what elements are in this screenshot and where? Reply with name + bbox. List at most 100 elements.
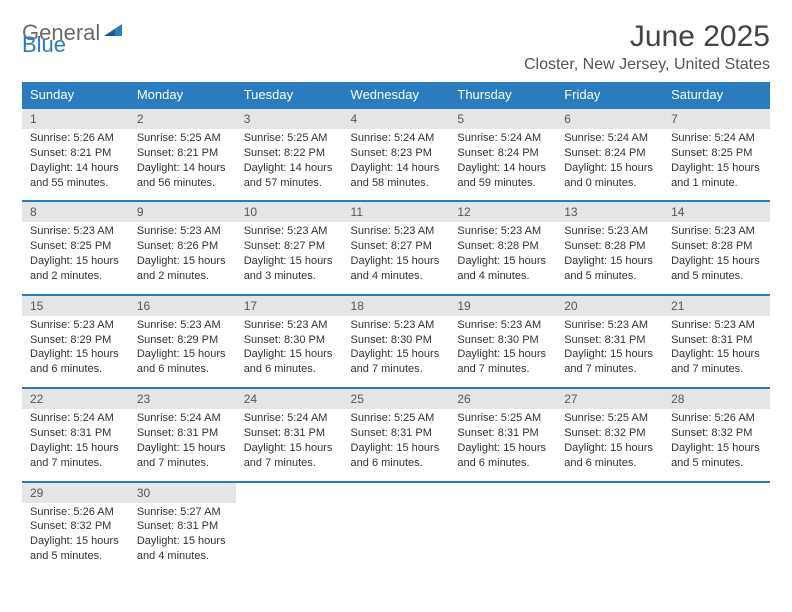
day-day2: and 6 minutes. — [351, 456, 442, 471]
day-day1: Daylight: 15 hours — [244, 254, 335, 269]
day-sunrise: Sunrise: 5:23 AM — [137, 318, 228, 333]
day-number: 22 — [22, 388, 129, 409]
day-sunset: Sunset: 8:27 PM — [351, 239, 442, 254]
day-day2: and 7 minutes. — [351, 362, 442, 377]
day-day2: and 6 minutes. — [457, 456, 548, 471]
day-day1: Daylight: 15 hours — [137, 254, 228, 269]
day-sunrise: Sunrise: 5:27 AM — [137, 505, 228, 520]
day-sunset: Sunset: 8:21 PM — [137, 146, 228, 161]
day-number: 5 — [449, 108, 556, 129]
day-sunset: Sunset: 8:31 PM — [351, 426, 442, 441]
day-sunrise: Sunrise: 5:23 AM — [244, 318, 335, 333]
month-title: June 2025 — [524, 20, 770, 54]
day-day1: Daylight: 15 hours — [244, 441, 335, 456]
day-day2: and 7 minutes. — [671, 362, 762, 377]
day-day1: Daylight: 14 hours — [457, 161, 548, 176]
day-cell: Sunrise: 5:25 AMSunset: 8:22 PMDaylight:… — [236, 129, 343, 201]
day-sunset: Sunset: 8:31 PM — [457, 426, 548, 441]
day-day1: Daylight: 15 hours — [137, 441, 228, 456]
day-sunrise: Sunrise: 5:24 AM — [30, 411, 121, 426]
day-day1: Daylight: 14 hours — [244, 161, 335, 176]
day-number: 18 — [343, 295, 450, 316]
calendar-page: General Blue June 2025 Closter, New Jers… — [0, 0, 792, 594]
day-number: 16 — [129, 295, 236, 316]
day-day1: Daylight: 15 hours — [564, 254, 655, 269]
day-sunrise: Sunrise: 5:23 AM — [30, 224, 121, 239]
day-sunset: Sunset: 8:21 PM — [30, 146, 121, 161]
day-cell: Sunrise: 5:23 AMSunset: 8:27 PMDaylight:… — [343, 222, 450, 294]
day-header: Sunday — [22, 82, 129, 108]
day-day2: and 7 minutes. — [137, 456, 228, 471]
day-cell — [236, 503, 343, 574]
week-number-row: 891011121314 — [22, 201, 770, 222]
day-number: 19 — [449, 295, 556, 316]
day-day1: Daylight: 15 hours — [671, 254, 762, 269]
day-day2: and 6 minutes. — [30, 362, 121, 377]
day-number: 4 — [343, 108, 450, 129]
day-sunset: Sunset: 8:31 PM — [564, 333, 655, 348]
day-sunrise: Sunrise: 5:23 AM — [351, 318, 442, 333]
day-day1: Daylight: 15 hours — [30, 534, 121, 549]
day-sunset: Sunset: 8:24 PM — [564, 146, 655, 161]
day-sunset: Sunset: 8:22 PM — [244, 146, 335, 161]
title-block: June 2025 Closter, New Jersey, United St… — [524, 20, 770, 74]
day-day2: and 7 minutes. — [457, 362, 548, 377]
day-sunset: Sunset: 8:27 PM — [244, 239, 335, 254]
day-number: 12 — [449, 201, 556, 222]
day-number: 30 — [129, 482, 236, 503]
day-number: 28 — [663, 388, 770, 409]
day-sunset: Sunset: 8:28 PM — [671, 239, 762, 254]
day-day1: Daylight: 15 hours — [30, 347, 121, 362]
day-sunrise: Sunrise: 5:23 AM — [30, 318, 121, 333]
day-day2: and 3 minutes. — [244, 269, 335, 284]
day-day1: Daylight: 14 hours — [30, 161, 121, 176]
day-sunrise: Sunrise: 5:26 AM — [30, 131, 121, 146]
calendar-table: Sunday Monday Tuesday Wednesday Thursday… — [22, 82, 770, 574]
day-sunrise: Sunrise: 5:25 AM — [457, 411, 548, 426]
day-sunset: Sunset: 8:25 PM — [671, 146, 762, 161]
day-day1: Daylight: 15 hours — [30, 441, 121, 456]
week-number-row: 22232425262728 — [22, 388, 770, 409]
day-cell: Sunrise: 5:23 AMSunset: 8:29 PMDaylight:… — [22, 316, 129, 388]
day-day1: Daylight: 15 hours — [564, 441, 655, 456]
day-cell: Sunrise: 5:25 AMSunset: 8:32 PMDaylight:… — [556, 409, 663, 481]
day-cell: Sunrise: 5:24 AMSunset: 8:24 PMDaylight:… — [556, 129, 663, 201]
day-sunset: Sunset: 8:23 PM — [351, 146, 442, 161]
day-day2: and 2 minutes. — [137, 269, 228, 284]
day-sunrise: Sunrise: 5:26 AM — [30, 505, 121, 520]
day-sunrise: Sunrise: 5:23 AM — [564, 224, 655, 239]
day-day1: Daylight: 15 hours — [564, 161, 655, 176]
day-sunrise: Sunrise: 5:24 AM — [137, 411, 228, 426]
day-day2: and 6 minutes. — [564, 456, 655, 471]
day-number: 14 — [663, 201, 770, 222]
day-day2: and 6 minutes. — [244, 362, 335, 377]
day-day2: and 4 minutes. — [457, 269, 548, 284]
day-cell — [343, 503, 450, 574]
day-cell: Sunrise: 5:23 AMSunset: 8:29 PMDaylight:… — [129, 316, 236, 388]
day-cell: Sunrise: 5:24 AMSunset: 8:25 PMDaylight:… — [663, 129, 770, 201]
day-cell: Sunrise: 5:24 AMSunset: 8:31 PMDaylight:… — [22, 409, 129, 481]
day-number: 26 — [449, 388, 556, 409]
week-number-row: 1234567 — [22, 108, 770, 129]
day-number — [556, 482, 663, 503]
day-day1: Daylight: 15 hours — [564, 347, 655, 362]
day-number: 10 — [236, 201, 343, 222]
day-sunrise: Sunrise: 5:25 AM — [137, 131, 228, 146]
day-sunrise: Sunrise: 5:24 AM — [457, 131, 548, 146]
day-number: 1 — [22, 108, 129, 129]
day-cell: Sunrise: 5:25 AMSunset: 8:31 PMDaylight:… — [343, 409, 450, 481]
day-sunset: Sunset: 8:28 PM — [457, 239, 548, 254]
day-number: 13 — [556, 201, 663, 222]
day-sunrise: Sunrise: 5:24 AM — [671, 131, 762, 146]
day-header: Friday — [556, 82, 663, 108]
day-cell: Sunrise: 5:24 AMSunset: 8:31 PMDaylight:… — [236, 409, 343, 481]
day-number: 21 — [663, 295, 770, 316]
day-day2: and 7 minutes. — [564, 362, 655, 377]
day-day1: Daylight: 15 hours — [457, 254, 548, 269]
day-sunrise: Sunrise: 5:25 AM — [351, 411, 442, 426]
day-day2: and 56 minutes. — [137, 176, 228, 191]
day-sunrise: Sunrise: 5:23 AM — [564, 318, 655, 333]
day-cell: Sunrise: 5:23 AMSunset: 8:28 PMDaylight:… — [556, 222, 663, 294]
day-day1: Daylight: 15 hours — [137, 534, 228, 549]
day-cell: Sunrise: 5:23 AMSunset: 8:31 PMDaylight:… — [663, 316, 770, 388]
